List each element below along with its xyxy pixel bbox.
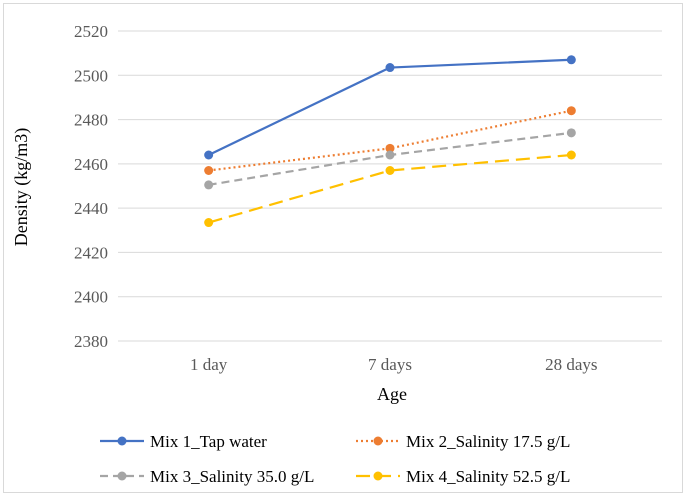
legend-label: Mix 3_Salinity 35.0 g/L	[150, 467, 314, 486]
data-point	[204, 150, 214, 160]
legend-label: Mix 2_Salinity 17.5 g/L	[406, 432, 570, 451]
data-point	[566, 106, 576, 116]
legend-marker	[117, 436, 127, 446]
y-tick-label: 2440	[74, 199, 108, 218]
data-point	[204, 180, 214, 190]
y-axis-ticks: 2380 2400 2420 2440 2460 2480 2500 2520	[74, 22, 108, 351]
y-tick-label: 2500	[74, 66, 108, 85]
y-tick-label: 2420	[74, 243, 108, 262]
data-point	[566, 150, 576, 160]
legend-label: Mix 4_Salinity 52.5 g/L	[406, 467, 570, 486]
x-tick-label: 7 days	[368, 355, 412, 374]
data-point	[204, 166, 214, 175]
series-line-2	[208, 109, 572, 172]
series-group	[204, 55, 576, 228]
y-tick-label: 2520	[74, 22, 108, 41]
legend-marker	[373, 436, 383, 446]
y-tick-label: 2460	[74, 155, 108, 174]
series-line-1	[208, 58, 572, 156]
series-line-4	[208, 153, 572, 224]
legend: Mix 1_Tap water Mix 2_Salinity 17.5 g/L Mi…	[100, 432, 570, 486]
x-axis-label: Age	[377, 384, 407, 404]
data-point	[385, 150, 395, 160]
x-axis-ticks: 1 day 7 days 28 days	[190, 355, 598, 374]
y-tick-label: 2400	[74, 288, 108, 307]
data-point	[566, 128, 576, 138]
legend-label: Mix 1_Tap water	[150, 432, 267, 451]
data-point	[566, 55, 576, 65]
y-axis-label: Density (kg/m3)	[11, 128, 32, 247]
x-tick-label: 28 days	[545, 355, 597, 374]
data-point	[385, 143, 395, 153]
data-point	[385, 63, 395, 73]
chart-frame	[3, 3, 683, 493]
data-point	[204, 218, 214, 228]
x-tick-label: 1 day	[190, 355, 228, 374]
gridlines	[118, 30, 662, 342]
legend-marker	[117, 471, 127, 481]
y-tick-label: 2480	[74, 111, 108, 130]
data-point	[385, 166, 395, 175]
y-tick-label: 2380	[74, 332, 108, 351]
legend-marker	[373, 471, 383, 481]
